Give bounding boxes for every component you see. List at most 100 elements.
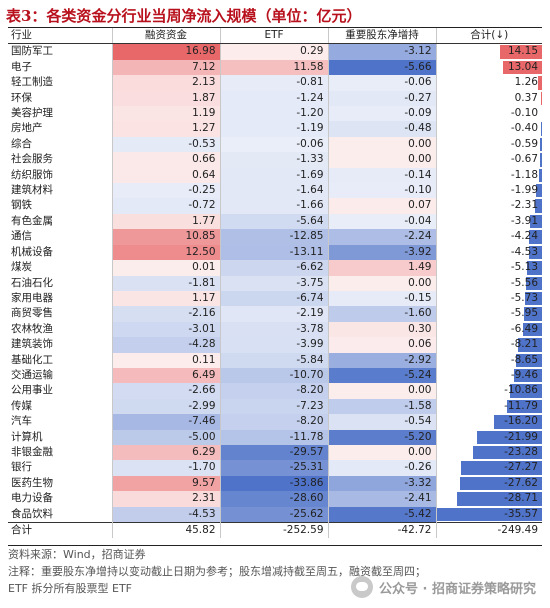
total-cell: -4.24 xyxy=(436,229,542,244)
total-value: -4.53 xyxy=(510,245,538,258)
total-value: -5.56 xyxy=(510,276,538,289)
etf-cell: -1.24 xyxy=(220,90,329,107)
etf-cell: -25.31 xyxy=(220,460,329,476)
table-title: 表3：各类资金分行业当周净流入规模（单位：亿元） xyxy=(6,7,362,25)
shareholder-cell: -2.41 xyxy=(328,491,437,507)
total-value: -5.13 xyxy=(510,261,538,274)
etf-note: ETF 拆分所有股票型 ETF xyxy=(8,582,132,595)
table-row: 医药生物 9.57 -33.86 -3.32 -27.62 xyxy=(8,475,542,492)
total-cell: 14.15 xyxy=(436,44,542,60)
total-value: -3.91 xyxy=(510,214,538,227)
industry-name: 非银金融 xyxy=(8,444,113,461)
shareholder-cell: -5.42 xyxy=(328,506,437,523)
total-cell: -27.62 xyxy=(436,476,542,491)
margin-cell: 10.85 xyxy=(112,229,221,245)
industry-name: 家用电器 xyxy=(8,290,113,307)
total-cell: 13.04 xyxy=(436,60,542,75)
margin-cell: 12.50 xyxy=(112,244,221,261)
table-row: 综合 -0.53 -0.06 0.00 -0.59 xyxy=(8,136,542,153)
table-row: 石油石化 -1.81 -3.75 0.00 -5.56 xyxy=(8,275,542,291)
table-row: 轻工制造 2.13 -0.81 -0.06 1.26 xyxy=(8,75,542,91)
shareholder-cell: -3.12 xyxy=(328,43,437,60)
total-bar xyxy=(493,415,542,429)
shareholder-cell: -0.26 xyxy=(328,460,437,476)
total-cell: -0.40 xyxy=(436,121,542,136)
shareholder-cell: -5.66 xyxy=(328,59,437,76)
table-row: 汽车 -7.46 -8.20 -0.54 -16.20 xyxy=(8,414,542,430)
total-bar xyxy=(526,261,542,275)
header-etf: ETF xyxy=(220,28,329,45)
etf-cell: -33.86 xyxy=(220,475,329,492)
etf-cell: -8.20 xyxy=(220,383,329,399)
total-bar xyxy=(540,91,542,106)
margin-cell: -0.53 xyxy=(112,136,221,153)
total-cell: -5.13 xyxy=(436,260,542,275)
shareholder-cell: -0.15 xyxy=(328,290,437,307)
total-value: 0.37 xyxy=(514,91,538,104)
industry-name: 房地产 xyxy=(8,121,113,137)
margin-cell: -2.66 xyxy=(112,383,221,399)
etf-cell: -5.64 xyxy=(220,213,329,230)
shareholder-cell: -1.60 xyxy=(328,306,437,322)
table-row: 环保 1.87 -1.24 -0.27 0.37 xyxy=(8,90,542,107)
total-bar xyxy=(538,168,542,183)
etf-cell: -3.78 xyxy=(220,321,329,338)
total-value: -9.46 xyxy=(510,368,538,381)
total-cell: -11.79 xyxy=(436,399,542,414)
shareholder-cell: -3.92 xyxy=(328,244,437,261)
table-row: 交通运输 6.49 -10.70 -5.24 -9.46 xyxy=(8,367,542,384)
etf-cell: -2.19 xyxy=(220,306,329,322)
fund-flow-table: 行业 融资资金 ETF 重要股东净增持 合计(↓) 国防军工 16.98 0.29-… xyxy=(8,28,542,539)
total-value: -27.62 xyxy=(504,476,538,489)
industry-name: 钢铁 xyxy=(8,198,113,214)
shareholder-cell: -3.32 xyxy=(328,475,437,492)
etf-cell: -0.81 xyxy=(220,75,329,91)
total-cell: -16.20 xyxy=(436,414,542,429)
total-value: -0.59 xyxy=(510,137,538,150)
table-row: 非银金融 6.29 -29.57 0.00 -23.28 xyxy=(8,444,542,461)
margin-cell: -7.46 xyxy=(112,414,221,430)
table-row: 通信 10.85 -12.85 -2.24 -4.24 xyxy=(8,229,542,245)
total-bar xyxy=(530,214,542,229)
etf-cell: -3.75 xyxy=(220,275,329,291)
industry-name: 美容护理 xyxy=(8,106,113,122)
total-cell: -3.91 xyxy=(436,214,542,229)
etf-cell: -0.06 xyxy=(220,136,329,153)
industry-name: 汽车 xyxy=(8,414,113,430)
shareholder-cell: -2.92 xyxy=(328,352,437,368)
industry-name: 电子 xyxy=(8,59,113,76)
shareholder-cell: 0.00 xyxy=(328,444,437,461)
total-value: -2.31 xyxy=(510,199,538,212)
margin-cell: 0.01 xyxy=(112,260,221,276)
margin-cell: 6.49 xyxy=(112,367,221,384)
total-cell: -21.99 xyxy=(436,430,542,445)
total-bar xyxy=(507,399,542,414)
total-bar xyxy=(472,445,542,460)
total-bar xyxy=(476,430,542,444)
margin-cell: 9.57 xyxy=(112,475,221,492)
margin-cell: 45.82 xyxy=(112,522,221,539)
etf-cell: -7.23 xyxy=(220,398,329,415)
total-row: 合计 45.82 -252.59 -42.72 -249.49 xyxy=(8,522,542,539)
explanation-note: 注释：重要股东净增持以变动截止日期为参考；股东增减持截至周五，融资截至周四； xyxy=(8,565,426,578)
shareholder-cell: 0.00 xyxy=(328,383,437,399)
total-bar xyxy=(460,476,542,491)
etf-cell: -1.33 xyxy=(220,152,329,168)
table-row: 有色金属 1.77 -5.64 -0.04 -3.91 xyxy=(8,213,542,230)
etf-cell: -3.99 xyxy=(220,337,329,353)
table-row: 美容护理 1.19 -1.20 -0.09 -0.10 xyxy=(8,106,542,122)
total-cell: -249.49 xyxy=(436,522,542,539)
total-cell: -8.21 xyxy=(436,337,542,352)
total-bar xyxy=(540,137,542,152)
industry-name: 石油石化 xyxy=(8,275,113,291)
shareholder-cell: -0.04 xyxy=(328,213,437,230)
table-row: 机械设备 12.50 -13.11 -3.92 -4.53 xyxy=(8,244,542,261)
header-margin: 融资资金 xyxy=(112,28,221,45)
table-body: 国防军工 16.98 0.29 -3.12 14.15 电子 7.12 11.58 -5.66 1… xyxy=(8,43,542,539)
shareholder-cell: -5.20 xyxy=(328,429,437,445)
total-bar xyxy=(500,45,542,59)
table-row: 社会服务 0.66 -1.33 0.00 -0.67 xyxy=(8,152,542,168)
margin-cell: 1.19 xyxy=(112,106,221,122)
etf-cell: 11.58 xyxy=(220,59,329,76)
table-row: 农林牧渔 -3.01 -3.78 0.30 -6.49 xyxy=(8,321,542,338)
